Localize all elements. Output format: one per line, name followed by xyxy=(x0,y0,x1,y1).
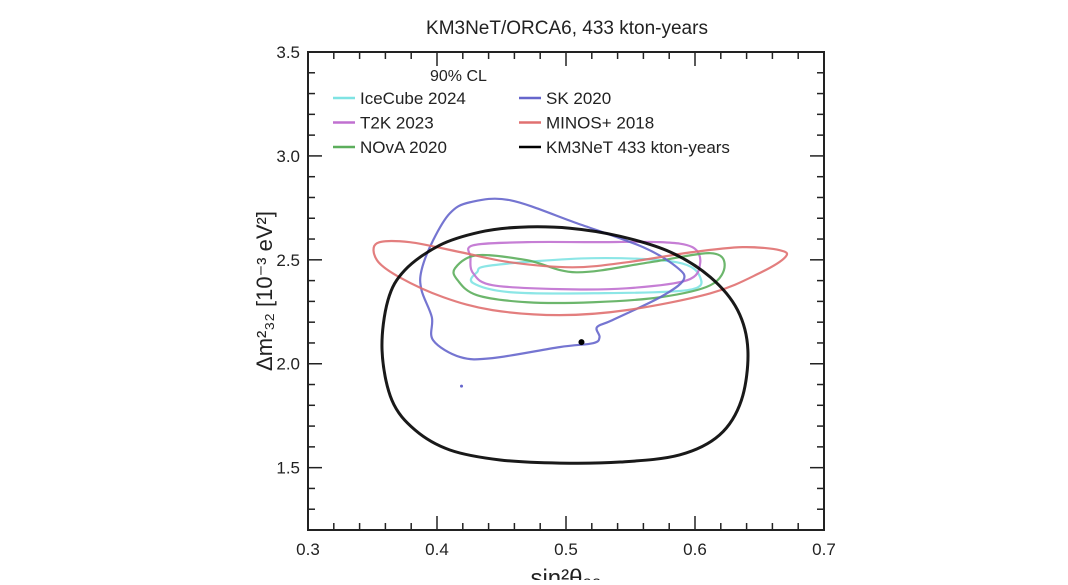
y-axis-label: Δm²₃₂ [10⁻³ eV²] xyxy=(252,211,277,371)
contour-km3net-433-kton-years xyxy=(380,225,750,465)
y-tick-label: 1.5 xyxy=(276,459,300,478)
legend-label-sk-2020: SK 2020 xyxy=(546,89,611,108)
legend: IceCube 2024 T2K 2023 NOvA 2020 SK 2020 MINO… xyxy=(333,89,730,157)
contour-nova-2020 xyxy=(452,252,726,305)
legend-label-icecube-2024: IceCube 2024 xyxy=(360,89,466,108)
contour-icecube-2024 xyxy=(469,256,703,295)
legend-label-nova-2020: NOvA 2020 xyxy=(360,138,447,157)
contour-t2k-2023 xyxy=(467,240,702,291)
contours xyxy=(372,197,789,465)
chart-title: KM3NeT/ORCA6, 433 kton-years xyxy=(426,18,708,39)
y-tick-label: 3.5 xyxy=(276,43,300,62)
legend-label-km3net-433-kton-years: KM3NeT 433 kton-years xyxy=(546,138,730,157)
x-tick-label: 0.7 xyxy=(812,540,836,559)
x-tick-label: 0.4 xyxy=(425,540,449,559)
legend-title: 90% CL xyxy=(430,68,487,85)
axes: 0.3 0.4 0.5 0.6 0.7 1.5 2.0 2.5 3.0 3.5 xyxy=(276,43,835,559)
legend-label-t2k-2023: T2K 2023 xyxy=(360,114,434,133)
x-tick-label: 0.3 xyxy=(296,540,320,559)
y-tick-label: 2.5 xyxy=(276,251,300,270)
x-tick-label: 0.5 xyxy=(554,540,578,559)
best-fit-point xyxy=(578,339,585,346)
contour-island-sk-2020 xyxy=(460,384,464,388)
x-axis-label: sin²θ₂₃ xyxy=(530,565,601,580)
x-tick-label: 0.6 xyxy=(683,540,707,559)
y-tick-label: 3.0 xyxy=(276,147,300,166)
legend-label-minos-2018: MINOS+ 2018 xyxy=(546,114,654,133)
contour-minos-2018 xyxy=(372,239,789,317)
contour-sk-2020 xyxy=(419,197,686,361)
y-tick-label: 2.0 xyxy=(276,355,300,374)
